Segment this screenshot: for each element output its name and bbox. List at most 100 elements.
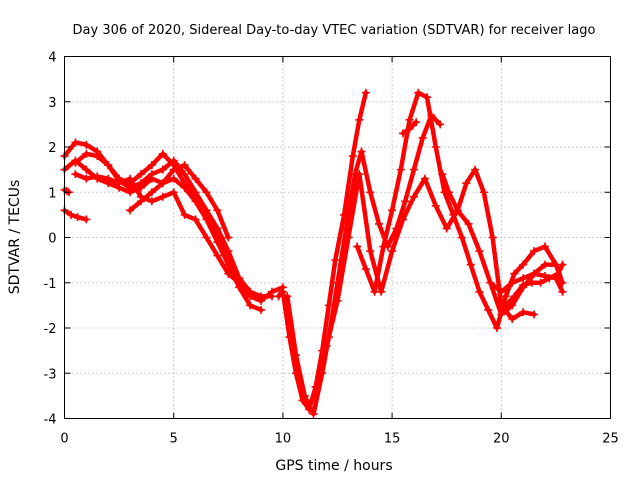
data-point-marker [224, 233, 233, 242]
data-point-marker [169, 156, 178, 165]
data-point-marker [191, 197, 200, 206]
x-tick-label: 10 [275, 432, 292, 447]
data-point-marker [126, 183, 135, 192]
data-point-marker [436, 120, 445, 129]
chart-title: Day 306 of 2020, Sidereal Day-to-day VTE… [73, 23, 596, 38]
data-point-marker [104, 174, 113, 183]
data-point-marker [527, 278, 536, 287]
y-tick-label: 2 [48, 141, 56, 156]
data-point-marker [418, 133, 427, 142]
y-tick-label: 0 [48, 232, 56, 247]
data-point-marker [67, 210, 76, 219]
data-point-marker [530, 247, 539, 256]
data-point-marker [431, 143, 440, 151]
data-point-marker [366, 247, 375, 256]
data-point-marker [475, 287, 484, 296]
data-point-marker [300, 391, 309, 400]
data-point-marker [147, 197, 156, 206]
data-point-marker [479, 188, 488, 197]
data-point-marker [136, 170, 145, 179]
data-point-marker [169, 165, 178, 174]
series-track-12 [399, 118, 421, 138]
data-point-marker [471, 165, 480, 174]
data-point-marker [353, 242, 362, 251]
series-track-11 [353, 88, 567, 332]
data-point-marker [331, 256, 340, 265]
data-point-marker [361, 88, 370, 97]
data-point-marker [158, 165, 167, 174]
data-point-marker [536, 278, 545, 287]
data-point-marker [115, 179, 124, 188]
data-point-marker [213, 238, 222, 247]
data-point-marker [82, 215, 91, 224]
y-axis-label: SDTVAR / TECUs [7, 180, 23, 295]
data-point-marker [71, 138, 80, 147]
data-point-marker [401, 197, 410, 206]
data-point-marker [388, 247, 397, 256]
data-point-marker [554, 269, 563, 278]
data-point-marker [355, 115, 364, 124]
data-point-marker [158, 192, 167, 201]
data-point-marker [224, 260, 233, 269]
series-line [440, 167, 537, 322]
data-point-marker [396, 165, 405, 174]
series-line [73, 171, 242, 286]
data-point-marker [344, 233, 353, 242]
data-point-marker [191, 215, 200, 224]
data-point-marker [510, 269, 519, 278]
data-point-marker [399, 129, 408, 138]
x-tick-label: 25 [602, 432, 619, 447]
data-point-marker [324, 301, 333, 310]
data-point-marker [357, 147, 366, 156]
data-point-marker [370, 287, 379, 296]
data-point-marker [202, 188, 211, 197]
x-tick-label: 20 [493, 432, 510, 447]
x-tick-label: 5 [170, 432, 178, 447]
data-point-marker [438, 170, 447, 179]
data-point-marker [309, 409, 318, 418]
data-point-marker [292, 351, 301, 360]
data-point-marker [519, 308, 528, 317]
data-point-marker [136, 197, 145, 206]
data-point-marker [71, 170, 80, 179]
series-line [62, 208, 89, 222]
data-point-marker [82, 140, 91, 149]
data-point-marker [462, 179, 471, 188]
data-point-marker [501, 301, 510, 310]
data-point-marker [388, 206, 397, 215]
data-point-marker [510, 292, 519, 301]
y-tick-label: -2 [44, 322, 57, 337]
data-point-marker [466, 260, 475, 269]
series-track-9 [283, 111, 445, 418]
data-point-marker [405, 124, 414, 133]
y-tick-label: 4 [48, 51, 56, 66]
data-point-marker [180, 161, 189, 170]
data-point-marker [355, 170, 364, 179]
data-point-marker [530, 310, 539, 319]
data-point-marker [278, 287, 287, 296]
data-point-marker [82, 174, 91, 183]
data-point-marker [399, 215, 408, 224]
series-track-15 [501, 260, 567, 310]
data-point-marker [93, 152, 102, 161]
y-tick-label: 1 [48, 186, 56, 201]
data-point-marker [423, 93, 432, 102]
data-point-marker [202, 233, 211, 242]
data-point-marker [246, 287, 255, 296]
data-point-marker [366, 188, 375, 197]
data-point-marker [530, 269, 539, 278]
data-point-marker [224, 247, 233, 256]
x-axis-label: GPS time / hours [275, 458, 392, 474]
data-point-marker [558, 260, 567, 269]
data-point-marker [486, 278, 495, 287]
data-point-marker [191, 188, 200, 197]
series-track-7 [60, 185, 73, 197]
data-point-marker [180, 170, 189, 179]
data-point-marker [246, 301, 255, 310]
data-point-marker [497, 287, 506, 296]
data-point-marker [224, 269, 233, 278]
series-track-3 [71, 149, 276, 301]
data-point-marker [412, 118, 421, 127]
data-point-marker [475, 247, 484, 256]
